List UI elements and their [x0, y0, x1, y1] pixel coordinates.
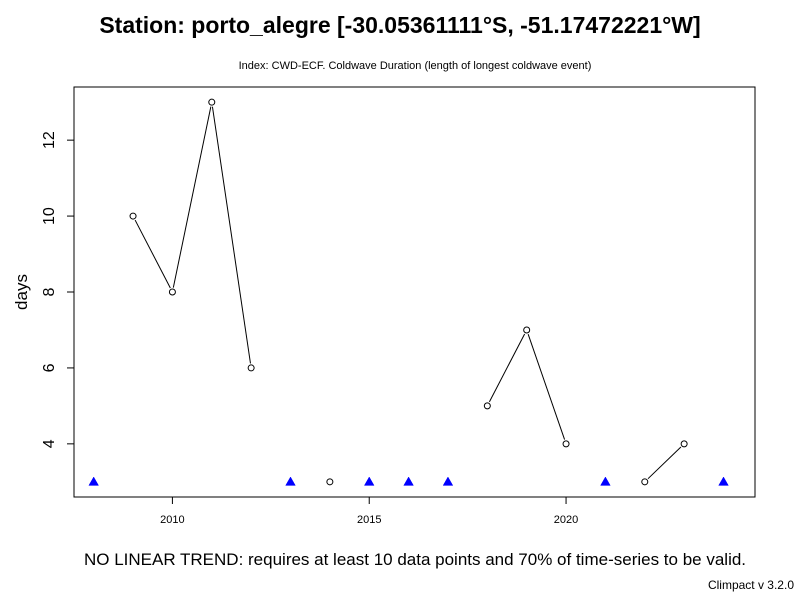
- y-tick-label: 6: [41, 363, 58, 372]
- missing-value-marker: [403, 476, 414, 486]
- missing-value-marker: [718, 476, 729, 486]
- y-tick-label: 12: [41, 131, 58, 149]
- missing-value-marker: [600, 476, 611, 486]
- missing-value-marker: [285, 476, 296, 486]
- data-point: [483, 402, 491, 410]
- plot-frame: [73, 86, 756, 498]
- version-label: Climpact v 3.2.0: [707, 578, 794, 592]
- missing-value-marker: [442, 476, 454, 486]
- y-axis-label: days: [12, 274, 31, 310]
- x-tick-label: 2020: [554, 514, 578, 526]
- missing-value-marker: [364, 476, 375, 486]
- data-point: [562, 440, 570, 448]
- series-line-segment: [211, 106, 251, 364]
- trend-note: NO LINEAR TREND: requires at least 10 da…: [83, 550, 747, 569]
- series-line-segment: [527, 334, 566, 440]
- chart-subtitle: Index: CWD-ECF. Coldwave Duration (lengt…: [238, 60, 592, 72]
- data-point: [208, 98, 216, 106]
- missing-value-marker: [88, 476, 99, 486]
- series-line-segment: [134, 219, 171, 289]
- data-point: [247, 364, 255, 372]
- data-point: [641, 478, 649, 486]
- data-point: [680, 440, 688, 448]
- data-point: [168, 288, 176, 296]
- series-line-segment: [172, 106, 212, 288]
- data-point: [129, 212, 137, 220]
- x-tick-label: 2015: [357, 514, 381, 526]
- data-point: [523, 326, 531, 334]
- y-tick-label: 10: [41, 207, 58, 225]
- y-tick-label: 4: [41, 439, 58, 448]
- series-line-segment: [488, 333, 526, 403]
- data-point: [326, 478, 334, 486]
- chart-title: Station: porto_alegre [-30.05361111°S, -…: [99, 12, 701, 38]
- x-tick-label: 2010: [160, 514, 184, 526]
- series-line-segment: [647, 446, 682, 480]
- y-tick-label: 8: [41, 287, 58, 296]
